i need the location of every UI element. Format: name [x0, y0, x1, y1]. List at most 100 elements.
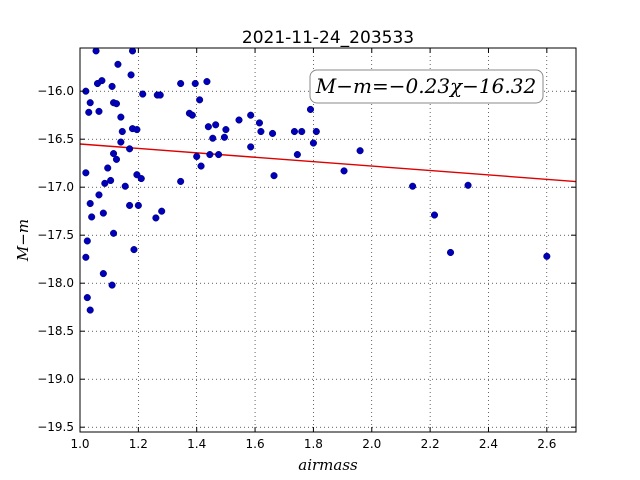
data-point: [312, 127, 320, 136]
data-point: [290, 127, 298, 136]
data-point: [110, 150, 118, 158]
data-point: [270, 172, 278, 180]
data-point: [95, 191, 103, 199]
data-point: [203, 78, 211, 86]
y-tick-label: −18.5: [37, 324, 74, 338]
data-point: [121, 182, 129, 190]
data-point: [356, 147, 364, 155]
chart-title: 2021-11-24_203533: [242, 28, 414, 48]
axis-ticks: 1.0 1.2 1.4 1.6 1.8 2.0 2.2 2.4 2.6 −16.0 −16.5 −17…: [37, 48, 576, 451]
data-point: [191, 79, 199, 88]
plot-frame: [79, 47, 577, 433]
data-point: [247, 111, 255, 119]
data-point: [220, 133, 228, 141]
data-point: [86, 99, 94, 107]
data-point: [110, 229, 118, 237]
data-point: [430, 211, 439, 219]
data-point: [83, 294, 91, 302]
data-point: [206, 151, 214, 159]
data-point: [85, 108, 93, 116]
data-point: [293, 151, 301, 159]
data-point: [112, 100, 121, 108]
x-tick-label: 1.2: [129, 437, 148, 451]
data-point: [158, 207, 166, 215]
data-point: [83, 237, 91, 245]
data-point: [134, 201, 142, 209]
data-point: [446, 248, 455, 257]
data-point: [209, 134, 217, 142]
data-point: [409, 182, 417, 190]
data-point: [222, 126, 230, 134]
data-point: [108, 281, 116, 289]
fit-annotation: M−m=−0.23χ−16.32: [309, 69, 544, 104]
data-point: [126, 201, 134, 209]
data-point: [464, 181, 472, 189]
data-point: [104, 164, 112, 172]
data-point: [255, 119, 263, 127]
y-tick-label: −17.0: [37, 180, 74, 194]
data-point: [247, 143, 255, 151]
fit-line-group: [80, 143, 576, 183]
data-point: [137, 175, 145, 183]
x-tick-label: 1.6: [246, 437, 265, 451]
data-point: [126, 145, 134, 153]
data-point: [156, 91, 164, 99]
y-tick-label: −18.0: [37, 276, 74, 290]
data-point: [107, 176, 115, 185]
x-tick-label: 2.4: [479, 437, 498, 451]
data-point: [117, 138, 125, 146]
data-point: [309, 139, 317, 147]
data-point: [139, 90, 147, 98]
x-tick-label: 2.6: [537, 437, 556, 451]
data-point: [215, 151, 223, 159]
y-tick-label: −19.5: [37, 420, 74, 434]
fit-line: [80, 143, 576, 183]
x-axis-label: airmass: [298, 456, 358, 474]
grid: [80, 48, 576, 432]
data-point: [108, 82, 116, 90]
annotation-text: M−m=−0.23χ−16.32: [315, 74, 536, 98]
data-point: [127, 71, 135, 79]
data-point: [112, 155, 121, 163]
data-point: [196, 96, 204, 104]
annotation-box: [309, 69, 544, 104]
data-point: [340, 167, 348, 175]
data-point: [82, 253, 90, 261]
data-point: [269, 129, 277, 137]
data-point: [114, 60, 122, 68]
data-point: [82, 169, 90, 177]
data-point: [193, 152, 201, 161]
x-tick-label: 1.0: [70, 437, 89, 451]
data-point: [188, 111, 196, 119]
data-point: [99, 270, 107, 278]
y-axis-label: M−m: [14, 219, 32, 262]
data-point: [204, 123, 212, 131]
data-point: [177, 177, 185, 185]
y-tick-label: −16.5: [37, 132, 74, 146]
data-point: [306, 105, 315, 113]
data-point: [118, 127, 126, 136]
y-tick-label: −16.0: [37, 84, 74, 98]
data-point: [99, 209, 107, 217]
y-tick-label: −19.0: [37, 372, 74, 386]
data-point: [543, 252, 551, 260]
data-point: [95, 107, 103, 115]
data-point: [86, 306, 94, 314]
data-point: [88, 213, 96, 221]
data-point: [98, 77, 106, 85]
x-tick-label: 1.8: [304, 437, 323, 451]
data-point: [86, 199, 94, 208]
data-point: [101, 179, 109, 187]
data-point: [257, 127, 265, 136]
data-points: [82, 48, 551, 314]
data-point: [117, 113, 125, 121]
data-point: [235, 116, 243, 124]
data-point: [152, 214, 160, 222]
x-tick-label: 2.0: [362, 437, 381, 451]
data-point: [130, 246, 138, 254]
x-tick-label: 1.4: [187, 437, 206, 451]
data-point: [197, 162, 205, 170]
data-point: [92, 48, 100, 55]
x-tick-label: 2.2: [421, 437, 440, 451]
